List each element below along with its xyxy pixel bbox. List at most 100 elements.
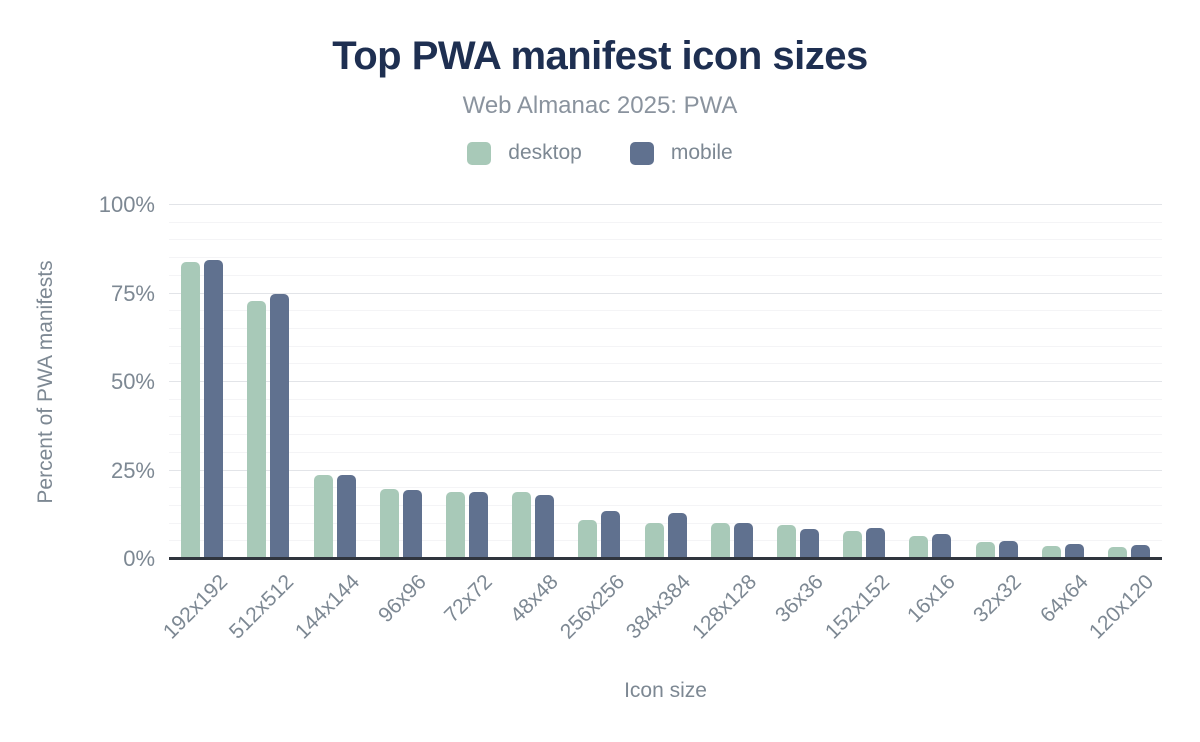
gridline-major-100	[169, 204, 1162, 205]
gridline-minor-95	[169, 221, 1162, 223]
bar-mobile-384x384[interactable]	[667, 512, 687, 559]
y-tick-label-50: 50%	[110, 369, 155, 394]
x-tick-label-192x192: 192x192	[158, 570, 232, 644]
x-tick-label-256x256: 256x256	[555, 570, 629, 644]
bar-group-36x36: 36x36	[765, 205, 831, 627]
bar-desktop-144x144[interactable]	[313, 474, 333, 559]
bar-desktop-384x384[interactable]	[644, 522, 664, 559]
bar-desktop-128x128[interactable]	[710, 522, 730, 559]
x-tick-label-96x96: 96x96	[373, 570, 431, 628]
bar-desktop-192x192[interactable]	[181, 261, 201, 559]
y-tick-label-100: 100%	[98, 192, 155, 217]
gridline-minor-65	[169, 327, 1162, 329]
x-axis-line	[169, 557, 1162, 560]
gridline-minor-45	[169, 398, 1162, 400]
y-tick-label-25: 25%	[110, 457, 155, 483]
bar-desktop-72x72[interactable]	[445, 492, 465, 559]
x-tick-label-36x36: 36x36	[770, 570, 828, 628]
gridline-major-75	[169, 292, 1162, 294]
gridline-minor-85	[169, 257, 1162, 259]
chart-subtitle: Web Almanac 2025: PWA	[462, 92, 738, 119]
bar-desktop-36x36[interactable]	[776, 524, 796, 559]
bar-mobile-144x144[interactable]	[336, 474, 356, 559]
bar-group-72x72: 72x72	[434, 205, 500, 627]
x-tick-label-120x120: 120x120	[1085, 570, 1159, 644]
x-tick-label-64x64: 64x64	[1035, 570, 1093, 628]
plot-area: 0% 25% 50% 75% 100% 192x192 512x512 144x144 96x…	[99, 194, 1162, 644]
legend-swatch-desktop	[467, 141, 492, 165]
legend-item-desktop: desktop	[467, 141, 582, 165]
y-axis-title: Percent of PWA manifests	[34, 260, 57, 504]
bar-mobile-36x36[interactable]	[799, 528, 819, 559]
gridline-major-50	[169, 381, 1162, 382]
x-tick-label-512x512: 512x512	[224, 570, 298, 644]
legend-label-mobile: mobile	[670, 141, 733, 164]
bar-group-32x32: 32x32	[963, 205, 1029, 627]
bar-group-96x96: 96x96	[368, 205, 434, 627]
gridline-minor-10	[169, 522, 1162, 524]
bar-group-128x128: 128x128	[688, 205, 765, 644]
bar-mobile-512x512[interactable]	[270, 294, 290, 559]
bar-mobile-48x48[interactable]	[535, 494, 555, 559]
legend-swatch-mobile	[629, 141, 654, 165]
x-tick-label-384x384: 384x384	[621, 570, 696, 644]
gridline-minor-20	[169, 487, 1162, 489]
bar-group-152x152: 152x152	[820, 205, 897, 644]
bar-group-120x120: 120x120	[1085, 205, 1162, 644]
gridline-minor-55	[169, 363, 1162, 365]
x-tick-label-32x32: 32x32	[969, 570, 1027, 628]
bar-mobile-16x16[interactable]	[932, 533, 952, 559]
gridline-minor-35	[169, 434, 1162, 436]
bar-group-16x16: 16x16	[897, 205, 963, 627]
gridline-minor-5	[169, 540, 1162, 542]
bar-group-144x144: 144x144	[291, 205, 367, 644]
gridline-minor-30	[169, 451, 1162, 453]
bar-desktop-48x48[interactable]	[512, 492, 532, 559]
bar-desktop-32x32[interactable]	[975, 542, 995, 559]
bar-desktop-16x16[interactable]	[909, 536, 929, 559]
gridline-minor-60	[169, 345, 1162, 347]
x-tick-label-48x48: 48x48	[505, 570, 563, 628]
bar-desktop-512x512[interactable]	[247, 300, 267, 559]
y-tick-label-0: 0%	[123, 546, 155, 571]
bar-mobile-64x64[interactable]	[1064, 544, 1084, 559]
bar-mobile-32x32[interactable]	[998, 540, 1018, 559]
bar-group-256x256: 256x256	[556, 205, 632, 644]
bar-group-48x48: 48x48	[500, 205, 566, 627]
bar-group-384x384: 384x384	[622, 205, 698, 644]
bars-container: 192x192 512x512 144x144 96x96 72x72 48x48 256x…	[158, 205, 1162, 644]
bar-mobile-192x192[interactable]	[204, 259, 224, 559]
gridline-minor-80	[169, 274, 1162, 276]
bar-mobile-96x96[interactable]	[402, 490, 422, 559]
x-tick-label-144x144: 144x144	[290, 570, 365, 644]
x-tick-label-152x152: 152x152	[820, 570, 894, 644]
legend-item-mobile: mobile	[629, 141, 733, 165]
bar-mobile-120x120[interactable]	[1130, 544, 1150, 559]
bar-desktop-256x256[interactable]	[578, 520, 598, 559]
gridline-minor-40	[169, 416, 1162, 418]
gridline-major-25	[169, 469, 1162, 471]
bar-desktop-96x96[interactable]	[379, 488, 399, 559]
bar-desktop-120x120[interactable]	[1107, 546, 1127, 559]
bar-mobile-152x152[interactable]	[866, 527, 886, 559]
chart-title: Top PWA manifest icon sizes	[332, 34, 868, 78]
bar-desktop-152x152[interactable]	[843, 531, 863, 559]
x-tick-label-72x72: 72x72	[439, 570, 497, 628]
bar-desktop-64x64[interactable]	[1041, 545, 1061, 559]
y-tick-label-75: 75%	[110, 280, 155, 306]
legend: desktop mobile	[0, 141, 1200, 165]
gridline-minor-70	[169, 310, 1162, 312]
legend-label-desktop: desktop	[508, 141, 582, 164]
x-axis-title: Icon size	[624, 679, 707, 702]
bar-group-512x512: 512x512	[225, 205, 301, 644]
x-tick-label-16x16: 16x16	[903, 570, 960, 628]
x-tick-label-128x128: 128x128	[688, 570, 762, 644]
gridline-minor-90	[169, 239, 1162, 241]
bar-mobile-72x72[interactable]	[468, 492, 488, 559]
bar-group-64x64: 64x64	[1030, 205, 1096, 627]
bar-mobile-128x128[interactable]	[733, 523, 753, 559]
bar-mobile-256x256[interactable]	[601, 510, 621, 559]
gridline-minor-15	[169, 504, 1162, 506]
bar-group-192x192: 192x192	[158, 205, 235, 644]
